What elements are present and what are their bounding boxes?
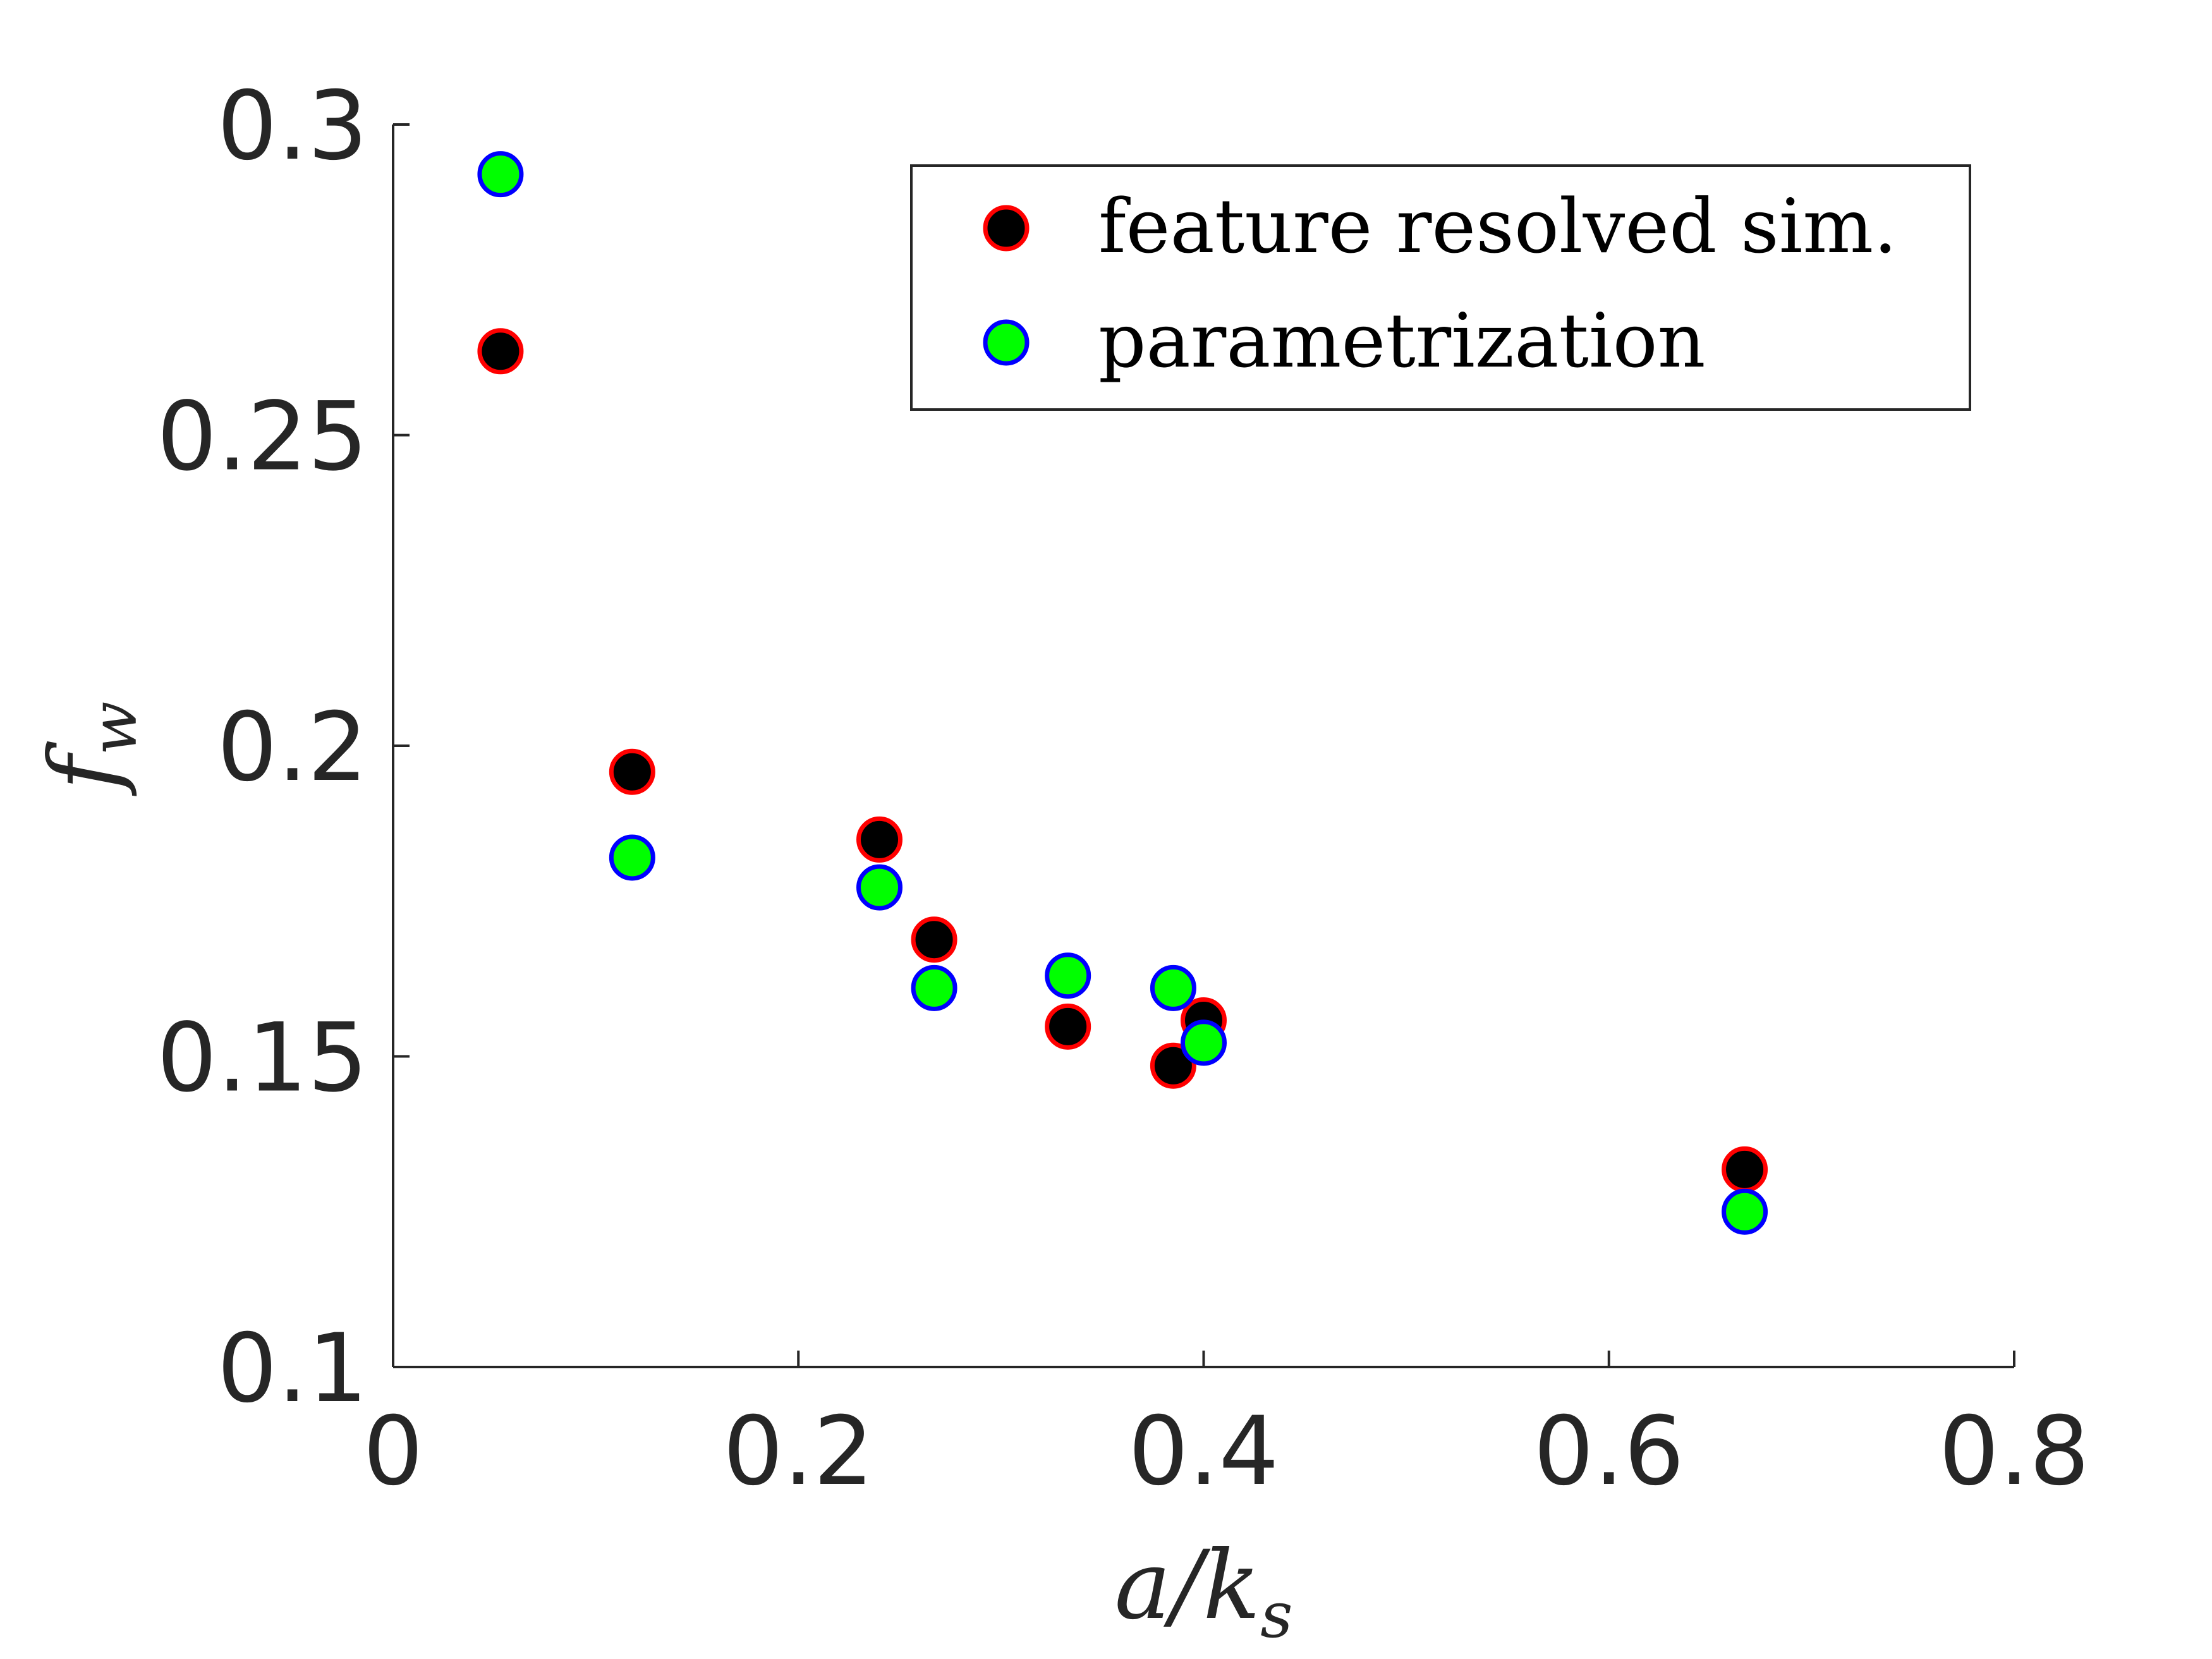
x-tick-label: 0.2 [723,1397,874,1507]
legend-label: feature resolved sim. [1098,183,1897,270]
point-feature-resolved [911,916,957,963]
axes: 0 0.2 0.4 0.6 0.8 0.1 0.15 0.2 0.25 0.3 a/ks fw [30,71,2089,1652]
point-feature-resolved [856,816,902,863]
point-feature-resolved [477,328,524,375]
point-parametrization [609,834,655,881]
legend: feature resolved sim. parametrization [910,164,1971,411]
x-tick-label: 0 [363,1397,423,1507]
y-tick-label: 0.15 [157,1004,368,1114]
legend-label: parametrization [1098,297,1706,384]
legend-marker [983,319,1030,366]
legend-marker [983,205,1030,252]
x-axis-label: a/ks [1114,1531,1292,1652]
data-points [477,151,1768,1235]
y-tick-label: 0.1 [217,1314,368,1424]
point-parametrization [856,864,902,911]
point-feature-resolved [1045,1003,1091,1050]
legend-box [910,164,1971,411]
x-tick-label: 0.8 [1939,1397,2090,1507]
y-tick-label: 0.2 [217,693,368,803]
point-parametrization [1150,964,1196,1011]
x-tick-label: 0.6 [1533,1397,1684,1507]
y-tick-label: 0.3 [217,71,368,181]
y-tick-label: 0.25 [157,382,368,492]
point-parametrization [1181,1019,1227,1066]
point-parametrization [477,151,524,198]
y-axis-label: fw [30,701,151,796]
point-parametrization [1722,1188,1768,1235]
point-parametrization [1045,952,1091,999]
x-tick-label: 0.4 [1128,1397,1279,1507]
point-feature-resolved [609,748,655,795]
point-parametrization [911,964,957,1011]
point-feature-resolved [1150,1042,1196,1089]
point-feature-resolved [1722,1146,1768,1193]
